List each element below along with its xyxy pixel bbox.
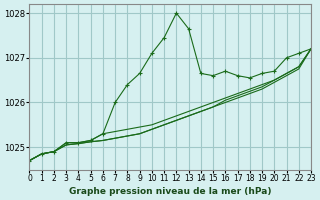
X-axis label: Graphe pression niveau de la mer (hPa): Graphe pression niveau de la mer (hPa) [69, 187, 271, 196]
